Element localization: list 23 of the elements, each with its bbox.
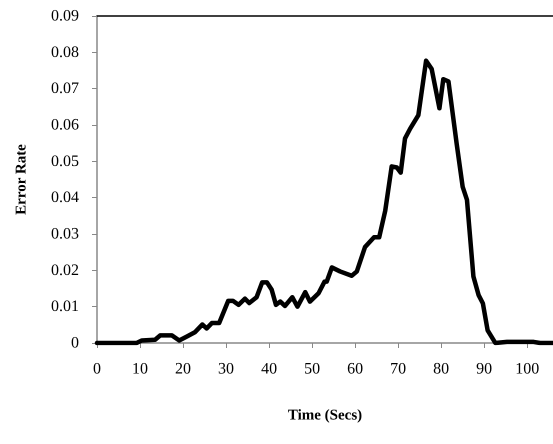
y-tick-label: 0.08: [51, 44, 79, 61]
x-tick-label: 50: [304, 360, 320, 378]
y-tick-label: 0.09: [51, 8, 79, 24]
x-tick-label: 60: [347, 360, 364, 378]
y-tick-label: 0.04: [51, 189, 79, 206]
y-tick-label: 0.03: [51, 226, 79, 242]
y-tick-label: 0: [71, 334, 79, 352]
y-tick-label: 0.02: [51, 262, 79, 279]
y-tick-label: 0.07: [51, 80, 79, 98]
x-tick-label: 30: [218, 360, 234, 378]
x-tick-label: 20: [175, 360, 192, 378]
x-tick-label: 100: [515, 360, 540, 378]
x-tick-label: 90: [476, 360, 492, 378]
x-tick-label: 70: [390, 360, 406, 378]
x-tick-label: 10: [132, 360, 148, 378]
x-axis-title: Time (Secs): [288, 408, 362, 424]
x-tick-label: 80: [433, 360, 450, 378]
x-tick-label: 40: [261, 360, 278, 378]
y-tick-label: 0.06: [51, 116, 79, 134]
y-tick-label: 0.01: [51, 298, 79, 316]
y-axis-title: Error Rate: [14, 144, 30, 215]
x-tick-label: 0: [93, 360, 101, 378]
y-tick-label: 0.05: [51, 152, 79, 170]
